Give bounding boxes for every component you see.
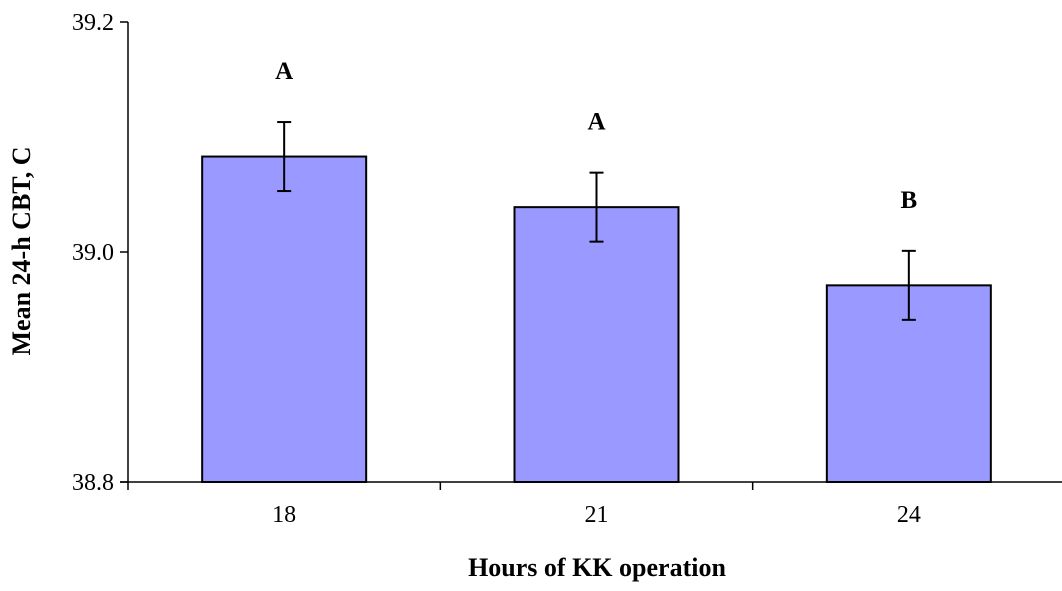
y-axis-title: Mean 24-h CBT, C <box>7 147 36 356</box>
y-ticks-group: 38.8 39.0 39.2 <box>72 10 128 496</box>
significance-labels-group: A A B <box>275 58 917 214</box>
significance-label: B <box>900 187 917 214</box>
x-tick-label: 24 <box>897 502 921 528</box>
y-tick-label: 38.8 <box>72 470 114 496</box>
y-tick-label: 39.0 <box>72 240 114 266</box>
x-axis-title: Hours of KK operation <box>468 553 726 582</box>
error-bars-group <box>277 121 916 321</box>
bar-21 <box>513 206 680 483</box>
significance-label: A <box>587 109 605 136</box>
x-tick-label: 21 <box>585 502 609 528</box>
bar-18 <box>201 155 368 484</box>
y-tick-label: 39.2 <box>72 10 114 36</box>
x-ticks-group: 18 21 24 <box>127 482 921 528</box>
significance-label: A <box>275 58 293 85</box>
x-tick-label: 18 <box>272 502 296 528</box>
